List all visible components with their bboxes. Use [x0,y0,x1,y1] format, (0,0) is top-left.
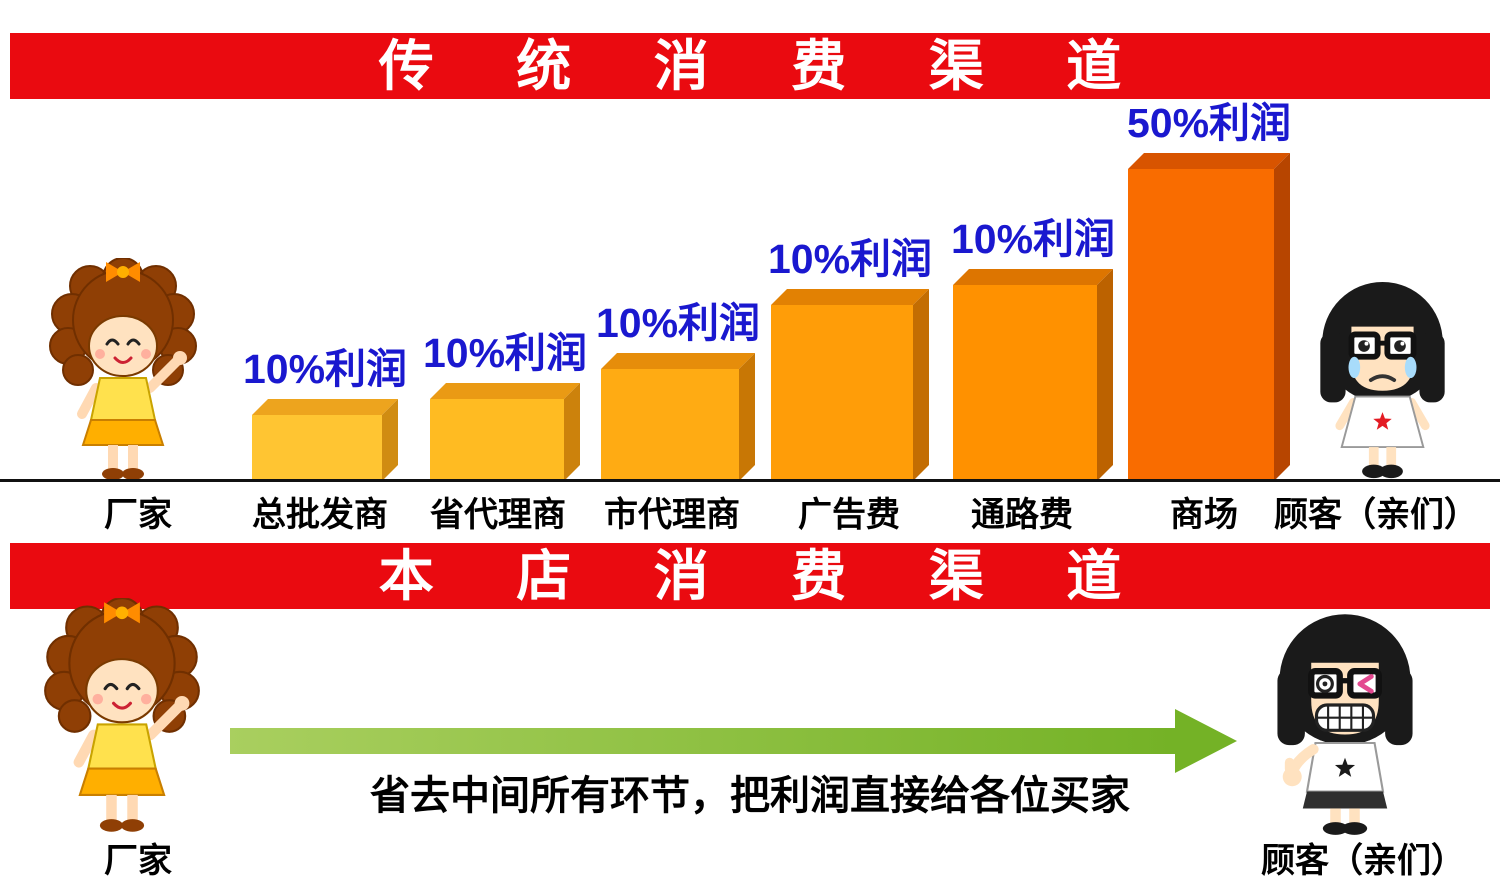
channel-arrow-head-icon [1175,709,1237,773]
black-star-icon [1334,757,1356,777]
dark-skirt [1302,791,1388,809]
bar-value-label: 10%利润 [767,236,933,282]
axis-label: 商场 [1170,496,1238,534]
bar-3d [430,383,580,481]
axis-label: 总批发商 [252,496,388,534]
bar-value-label: 10%利润 [422,330,588,376]
bar-value-label: 10%利润 [950,216,1116,262]
axis-label: 厂家 [104,496,172,534]
arrow-caption: 省去中间所有环节，把利润直接给各位买家 [370,774,1130,818]
grin-mouth [1314,703,1376,732]
wink-eye [1357,674,1374,694]
sad-mouth [1368,374,1397,382]
bar-3d [601,353,755,481]
axis-label: 顾客（亲们） [1274,496,1478,534]
manufacturer-mascot [28,258,218,483]
tear-drop [1404,356,1417,379]
store-channel-banner: 本店消费渠道 [10,543,1490,609]
bar-3d [771,289,929,481]
axis-label: 广告费 [798,496,900,534]
customer-happy-mascot [1277,614,1413,835]
bottom-left-label: 厂家 [104,842,172,880]
chart-baseline [0,479,1500,482]
traditional-channel-banner: 传统消费渠道 [10,33,1490,99]
traditional-channel-title: 传统消费渠道 [378,35,1204,97]
axis-label: 通路费 [971,496,1073,534]
bottom-right-label: 顾客（亲们） [1261,842,1465,880]
bar-3d [953,269,1113,481]
axis-label: 省代理商 [430,496,566,534]
channel-arrow-shaft [230,728,1175,754]
bar-value-label: 10%利润 [595,300,761,346]
bar-3d [252,399,398,481]
store-channel-title: 本店消费渠道 [378,545,1204,607]
customer-sad-mascot [1320,281,1445,479]
bar-3d [1128,153,1290,481]
red-star-icon [1373,412,1392,430]
axis-label: 市代理商 [604,496,740,534]
tear-drop [1348,356,1361,379]
bar-value-label: 10%利润 [242,346,408,392]
